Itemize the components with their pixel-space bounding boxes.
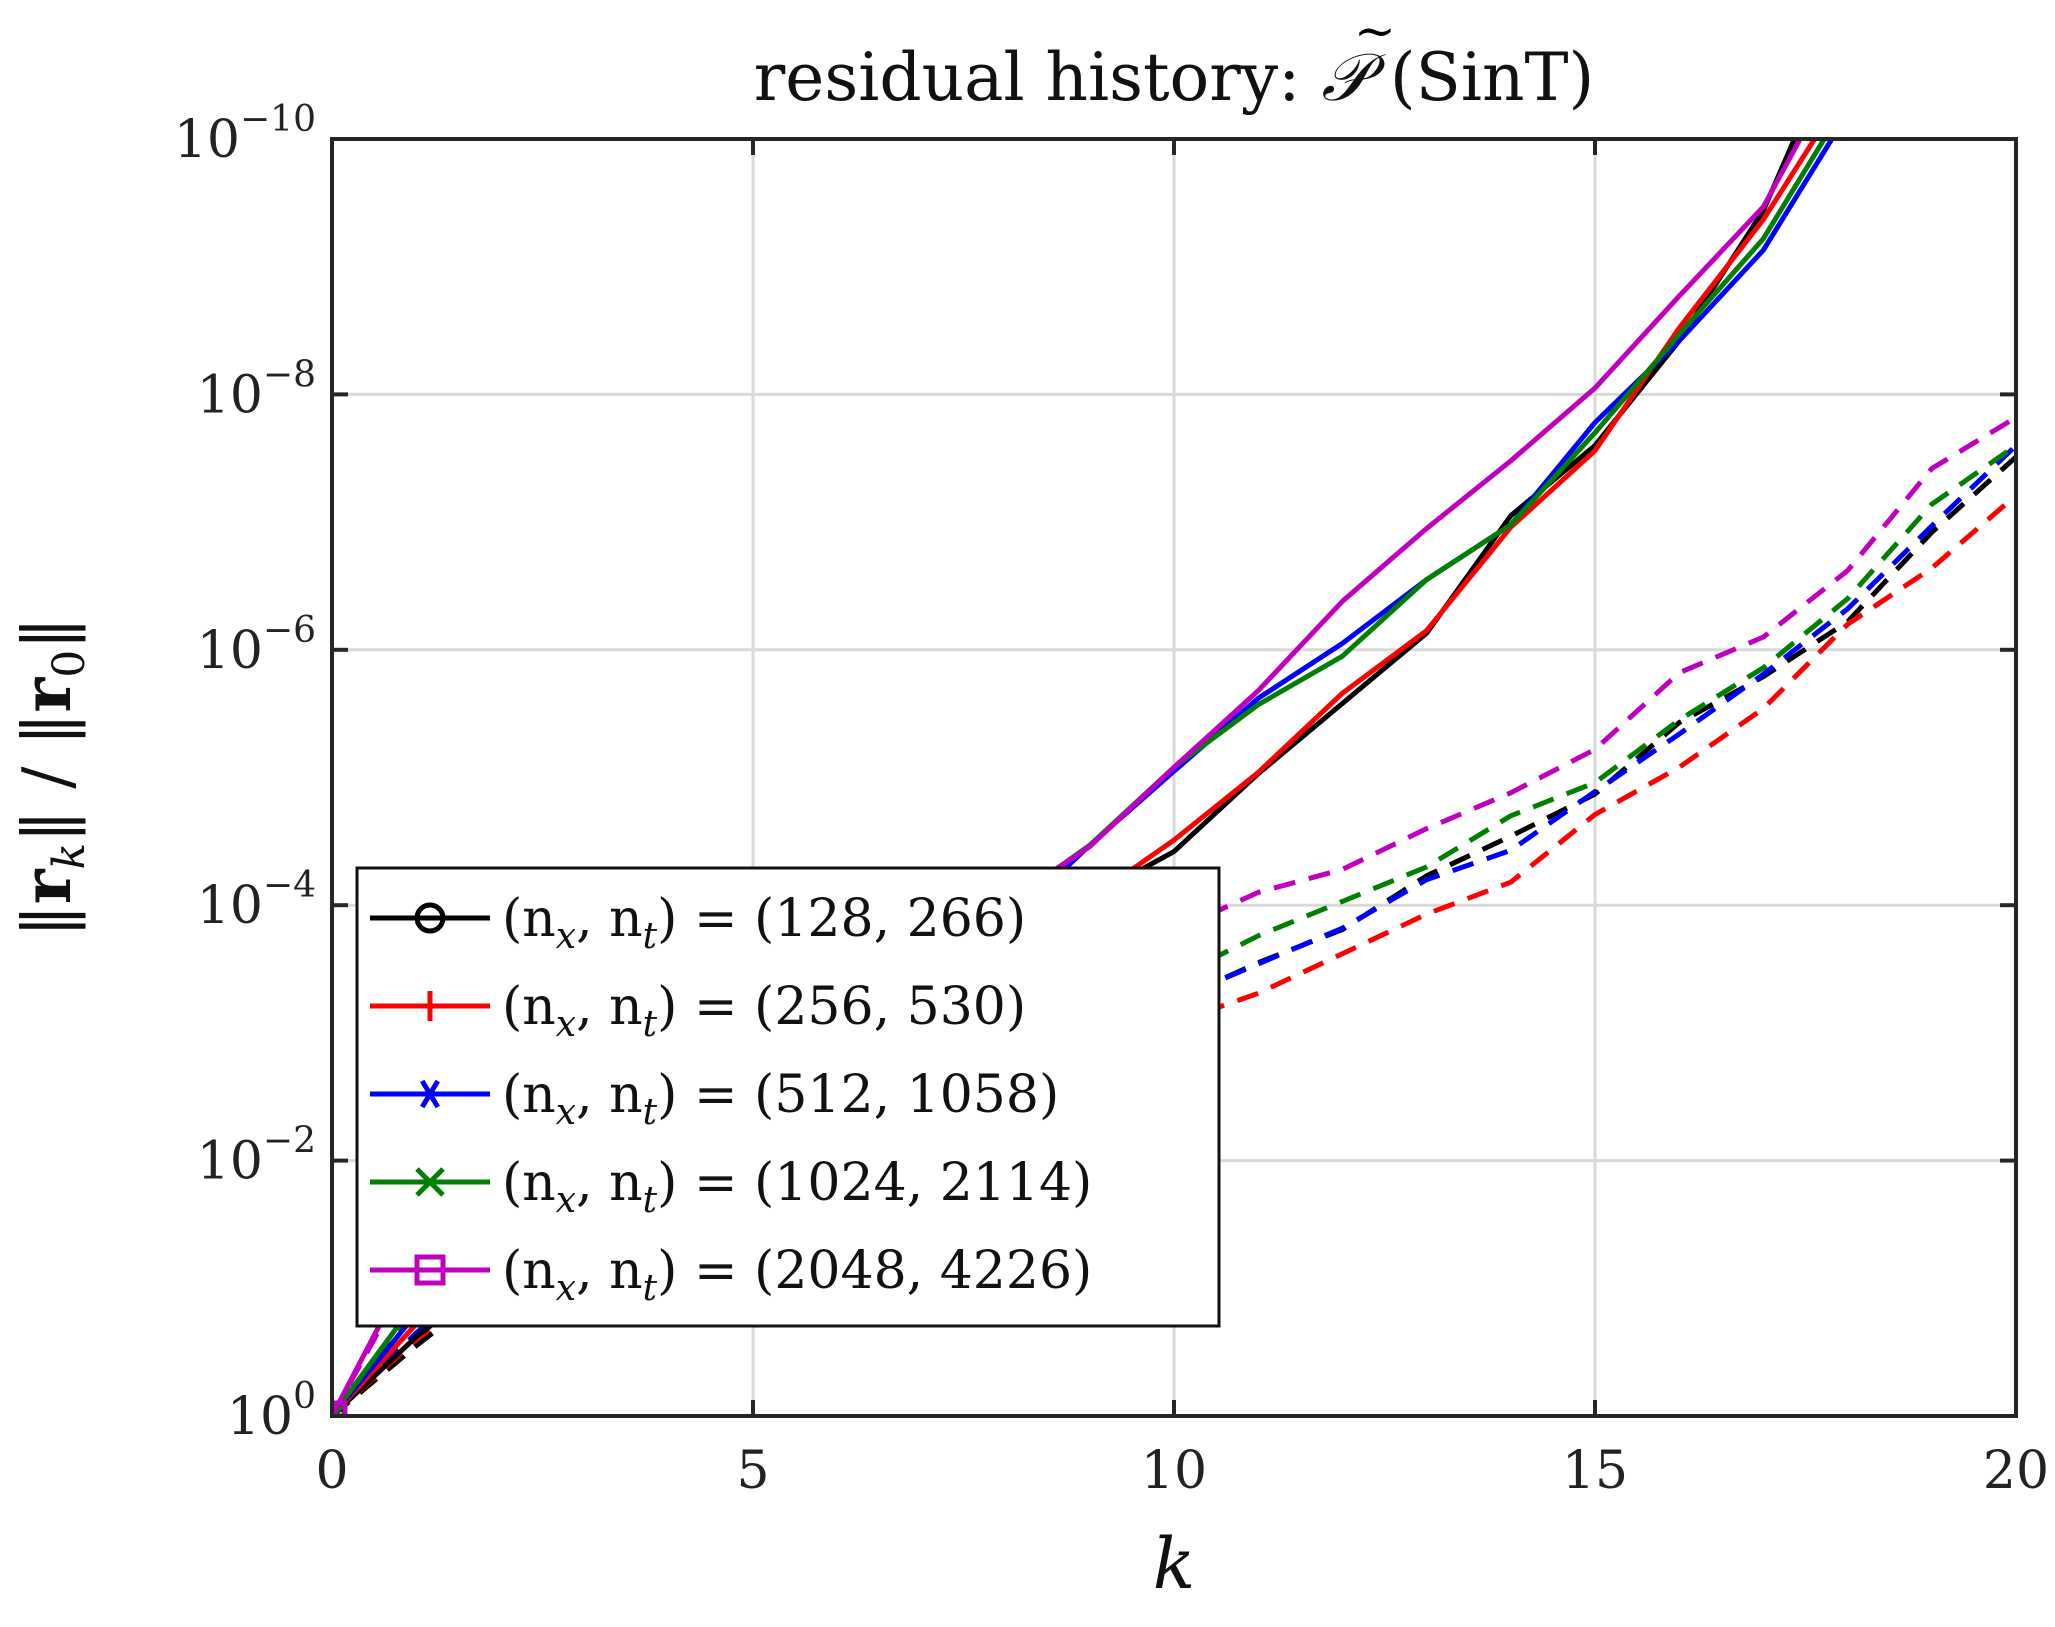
y-tick-label: 10−4 [197,865,316,936]
legend-label: (nx, nt) = (256, 530) [502,977,1026,1045]
legend-label: (nx, nt) = (1024, 2114) [502,1153,1092,1221]
series-3-solid-point [332,1401,347,1416]
legend-entry: (nx, nt) = (128, 266) [370,889,1026,957]
legend-entry: (nx, nt) = (512, 1058) [370,1065,1059,1133]
legend-box [355,866,1221,1328]
legend-label: (nx, nt) = (128, 266) [502,889,1026,957]
chart-title: residual history: 𝒫 (SinT) [754,39,1595,116]
x-tick-label: 15 [1562,1441,1628,1501]
legend-entry: (nx, nt) = (1024, 2114) [370,1153,1092,1221]
legend-label: (nx, nt) = (2048, 4226) [502,1241,1092,1309]
legend-swatch-marker [414,902,446,934]
legend-label: (nx, nt) = (512, 1058) [502,1065,1059,1133]
title-tilde: ~ [1354,2,1396,60]
x-tick-label: 20 [1983,1441,2049,1501]
axis-ticks: 0 5 10 15 20 100 10−2 10−4 10−6 10−8 10−10 [174,99,2049,1501]
y-tick-label: 100 [227,1376,316,1447]
x-tick-label: 5 [736,1441,769,1501]
legend-swatch-marker [415,991,445,1021]
legend-swatch-marker [414,1254,446,1286]
y-axis-label: ‖rk‖ / ‖r0‖ [8,617,95,937]
legend-swatch-marker [417,1079,443,1109]
x-tick-label: 10 [1141,1441,1207,1501]
y-tick-label: 10−10 [174,99,316,170]
y-tick-label: 10−2 [197,1121,316,1192]
y-tick-label: 10−8 [197,354,316,425]
legend-swatch-marker [415,1167,445,1197]
x-tick-label: 0 [315,1441,348,1501]
legend-entry: (nx, nt) = (2048, 4226) [370,1241,1092,1309]
legend: (nx, nt) = (128, 266) (nx, nt) = (256, 53… [355,866,1221,1328]
legend-entry: (nx, nt) = (256, 530) [370,977,1026,1045]
x-axis-label: k [1153,1523,1195,1605]
y-tick-label: 10−6 [197,610,316,681]
